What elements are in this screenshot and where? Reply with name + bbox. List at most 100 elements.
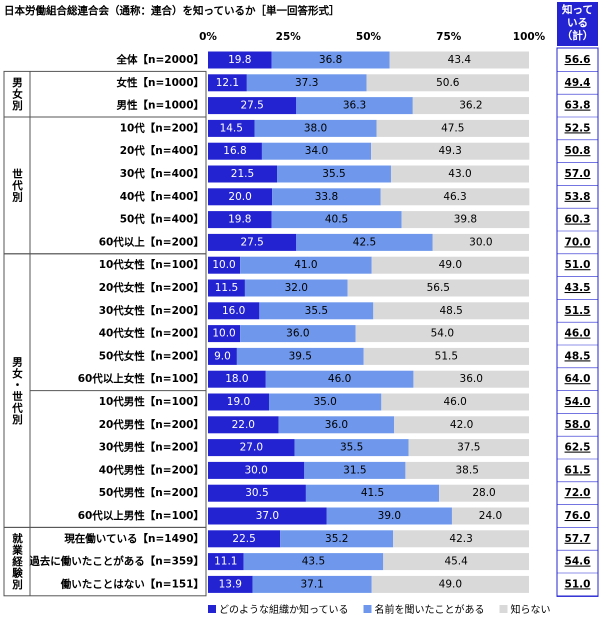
- value-label: 49.0: [439, 259, 462, 271]
- value-label: 54.0: [431, 328, 454, 340]
- bar-segment: [208, 142, 262, 160]
- value-label: 35.0: [313, 396, 336, 408]
- bar-segment: [371, 256, 529, 274]
- value-label: 39.5: [289, 350, 312, 362]
- bar-segment: [208, 370, 266, 388]
- bar-segment: [389, 51, 529, 69]
- bar-segment: [272, 188, 381, 206]
- bar-segment: [208, 211, 272, 229]
- value-label: 43.5: [302, 556, 325, 568]
- bar-segment: [208, 575, 253, 593]
- total-value: 58.0: [565, 419, 591, 431]
- bar-segment: [366, 74, 529, 92]
- totals-header: 知って: [562, 3, 593, 16]
- bar-segment: [412, 97, 529, 115]
- bar-segment: [208, 484, 306, 502]
- value-label: 47.5: [441, 122, 464, 134]
- total-value: 57.0: [565, 168, 591, 180]
- value-label: 30.0: [469, 236, 492, 248]
- value-label: 42.0: [450, 419, 473, 431]
- value-label: 34.0: [305, 145, 328, 157]
- x-tick-label: 50%: [356, 31, 382, 43]
- value-label: 13.9: [219, 578, 242, 590]
- value-label: 9.0: [214, 350, 231, 362]
- x-tick-label: 0%: [199, 31, 217, 43]
- total-value: 56.6: [565, 54, 591, 66]
- value-label: 33.8: [315, 191, 338, 203]
- category-label: 50代男性【n=200】: [99, 486, 204, 499]
- category-label: 現在働いている【n=1490】: [64, 532, 204, 545]
- bar-segment: [208, 347, 237, 365]
- total-value: 54.6: [565, 556, 591, 568]
- value-label: 39.0: [378, 510, 401, 522]
- totals-header-bg: [557, 2, 598, 46]
- value-label: 22.5: [232, 533, 255, 545]
- value-label: 41.0: [294, 259, 317, 271]
- bar-segment: [261, 142, 372, 160]
- value-label: 38.5: [456, 464, 479, 476]
- value-label: 51.5: [435, 350, 458, 362]
- value-label: 39.8: [454, 214, 477, 226]
- total-value: 48.5: [565, 350, 591, 362]
- value-label: 38.0: [304, 122, 327, 134]
- bar-segment: [390, 165, 529, 183]
- total-value: 51.0: [565, 259, 591, 271]
- value-label: 32.0: [285, 282, 308, 294]
- value-label: 16.0: [222, 305, 245, 317]
- legend-swatch: [363, 605, 372, 613]
- bar-segment: [371, 575, 529, 593]
- category-label: 10代男性【n=100】: [99, 395, 204, 408]
- value-label: 16.8: [223, 145, 246, 157]
- value-label: 27.5: [240, 100, 263, 112]
- bar-segment: [376, 119, 529, 137]
- bar-segment: [208, 302, 260, 320]
- bar-segment: [268, 393, 382, 411]
- value-label: 36.0: [460, 373, 483, 385]
- category-label: 10代【n=200】: [120, 121, 204, 134]
- bar-segment: [244, 279, 348, 297]
- value-label: 36.0: [286, 328, 309, 340]
- bar-segment: [305, 484, 440, 502]
- bar-segment: [304, 461, 406, 479]
- value-label: 35.5: [322, 168, 345, 180]
- bar-segment: [208, 530, 281, 548]
- bar-segment: [381, 393, 529, 411]
- bar-segment: [278, 416, 395, 434]
- value-label: 27.5: [240, 236, 263, 248]
- category-label: 50代【n=400】: [120, 213, 204, 226]
- bar-segment: [413, 370, 529, 388]
- bar-segment: [243, 553, 384, 571]
- bar-segment: [236, 347, 364, 365]
- bar-segment: [363, 347, 529, 365]
- category-label: 働いたことはない【n=151】: [60, 577, 204, 590]
- total-value: 53.8: [565, 191, 591, 203]
- bar-segment: [208, 165, 278, 183]
- bar-segment: [208, 256, 241, 274]
- bar-segment: [373, 302, 529, 320]
- value-label: 30.0: [244, 464, 267, 476]
- bar-segment: [240, 325, 356, 343]
- value-label: 11.5: [215, 282, 238, 294]
- value-label: 21.5: [231, 168, 254, 180]
- value-label: 42.5: [353, 236, 376, 248]
- total-value: 52.5: [565, 122, 591, 134]
- total-value: 51.5: [565, 305, 591, 317]
- value-label: 35.5: [340, 442, 363, 454]
- value-label: 20.0: [228, 191, 251, 203]
- group-label: 男女別: [11, 77, 23, 112]
- legend-swatch: [208, 605, 216, 613]
- value-label: 45.4: [444, 556, 468, 568]
- bar-segment: [405, 461, 529, 479]
- bar-segment: [240, 256, 372, 274]
- total-value: 76.0: [565, 510, 591, 522]
- x-tick-label: 75%: [436, 31, 462, 43]
- value-label: 37.1: [300, 578, 323, 590]
- value-label: 50.6: [436, 77, 460, 89]
- category-label: 50代女性【n=200】: [99, 349, 204, 362]
- group-box: [3, 526, 207, 597]
- value-label: 24.0: [479, 510, 502, 522]
- category-label: 10代女性【n=100】: [99, 258, 204, 271]
- category-label: 30代【n=400】: [120, 167, 204, 180]
- bar-segment: [208, 119, 255, 137]
- group-label: 就業経験別: [11, 532, 23, 590]
